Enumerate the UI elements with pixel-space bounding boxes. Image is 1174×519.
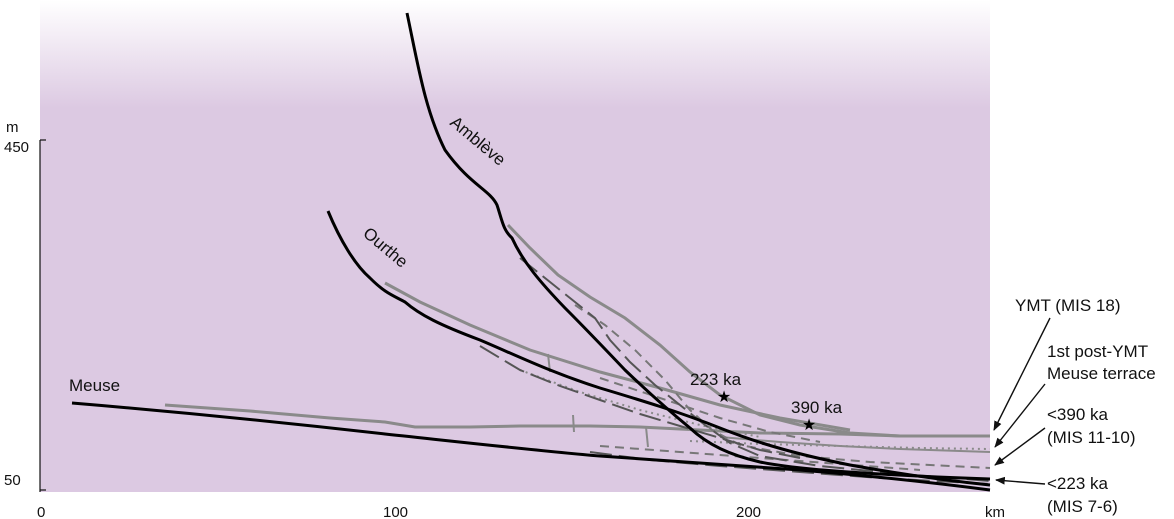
terrace-223-ourthe <box>479 345 801 459</box>
river-label-meuse: Meuse <box>69 376 120 395</box>
star-icon-223: ★ <box>717 387 731 406</box>
age-label-390: 390 ka <box>791 398 843 417</box>
ourthe-river-profile <box>326 210 991 487</box>
legend-ymt: YMT (MIS 18) <box>1015 296 1120 315</box>
meuse-river-profile <box>71 401 991 492</box>
x-tick-label-0: 0 <box>37 504 45 519</box>
terrace-marker-3 <box>645 426 649 448</box>
legend-post-ymt-line1: 1st post-YMT <box>1047 342 1148 361</box>
ymt-terrace-ambleve <box>506 223 901 438</box>
ymt-terrace-meuse <box>164 403 990 438</box>
terrace-short-dash-meuse <box>599 445 921 471</box>
arrow-390 <box>994 427 1046 466</box>
terrace-223-ambleve <box>519 257 991 482</box>
ambleve-river-profile <box>405 12 991 481</box>
y-tick-label-50: 50 <box>4 472 21 489</box>
ymt-terrace-ourthe <box>384 281 851 432</box>
terrace-390-meuse <box>689 440 991 450</box>
y-tick-label-450: 450 <box>4 139 29 156</box>
terrace-short-dash-ourthe <box>599 377 821 443</box>
legend-390-line1: <390 ka <box>1047 405 1109 424</box>
legend-390-line2: (MIS 11-10) <box>1047 428 1136 447</box>
arrow-post-ymt <box>994 383 1046 448</box>
age-label-223: 223 ka <box>690 370 742 389</box>
legend-223-line2: (MIS 7-6) <box>1047 497 1118 516</box>
terrace-marker-2 <box>572 414 575 433</box>
x-tick-label-200: 200 <box>736 504 761 519</box>
legend-223-line1: <223 ka <box>1047 474 1109 493</box>
x-tick-label-100: 100 <box>383 504 408 519</box>
y-unit-label: m <box>6 119 19 136</box>
terrace-390-ourthe <box>519 369 761 438</box>
arrow-ymt <box>993 317 1051 431</box>
arrow-223 <box>995 476 1046 485</box>
x-unit-label: km <box>985 504 1005 519</box>
star-icon-390: ★ <box>802 415 816 434</box>
legend-post-ymt-line2: Meuse terrace <box>1047 364 1156 383</box>
